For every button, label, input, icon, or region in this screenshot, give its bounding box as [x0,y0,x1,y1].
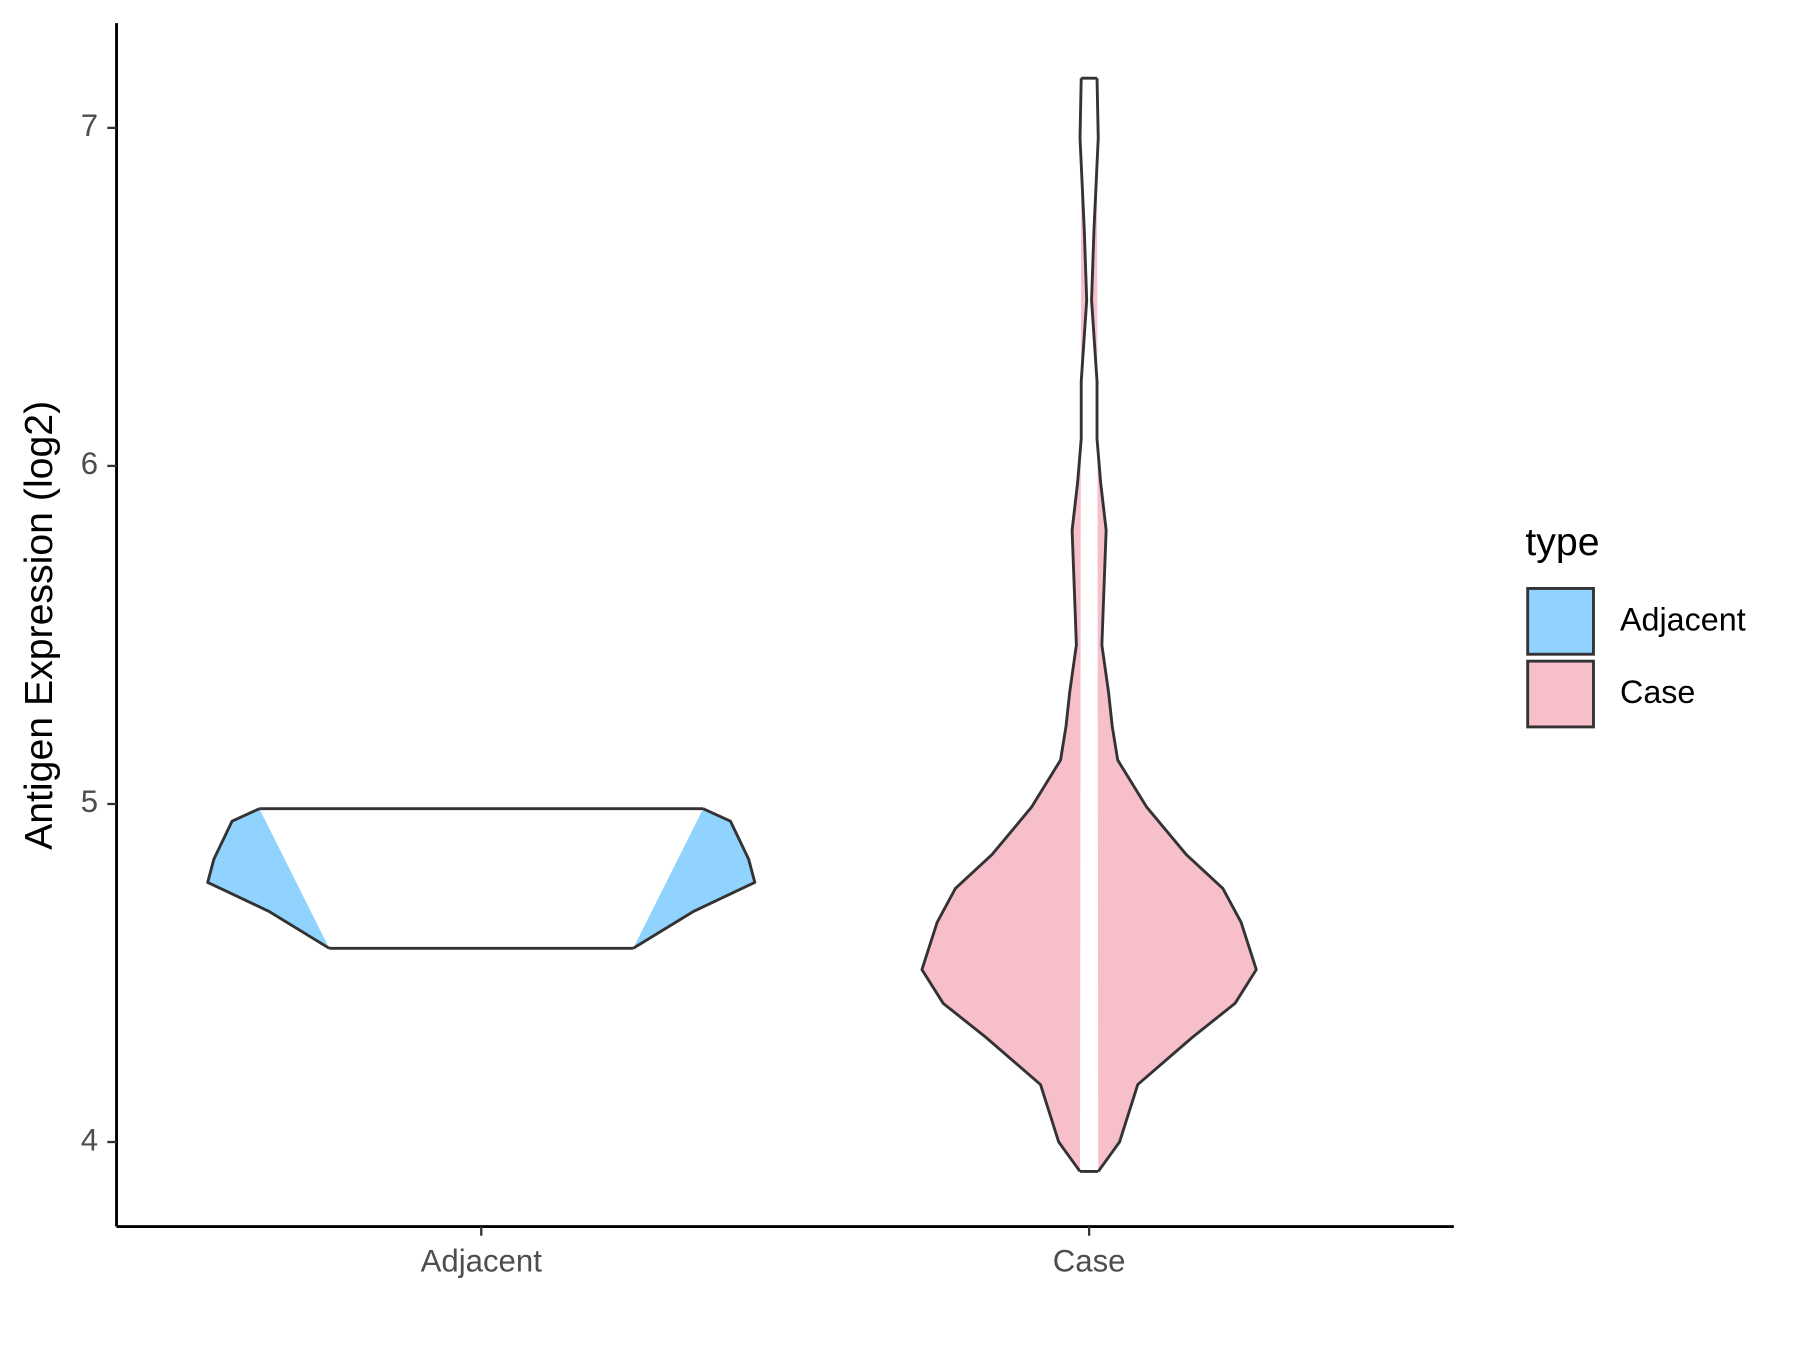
legend-label: Adjacent [1620,601,1746,637]
violin-outline [206,807,331,950]
legend-title: type [1525,520,1599,564]
violin-half [207,808,330,949]
y-tick-label: 7 [81,108,98,143]
legend-label: Case [1620,674,1695,710]
y-tick-label: 4 [81,1122,98,1157]
violin-outline [920,78,1089,1173]
y-tick-label: 5 [81,784,98,819]
legend-swatch [1526,659,1595,729]
violin-outline [632,807,757,950]
x-tick-label: Case [1053,1244,1126,1279]
y-tick-label: 6 [81,446,98,481]
y-axis-title: Antigen Expression (log2) [17,401,61,850]
violin-half [921,78,1087,1172]
violin-half [1091,78,1257,1172]
x-tick-label: Adjacent [421,1244,543,1279]
violin-half [633,808,755,949]
violin-outline [1090,78,1258,1173]
legend-swatch [1526,587,1595,656]
